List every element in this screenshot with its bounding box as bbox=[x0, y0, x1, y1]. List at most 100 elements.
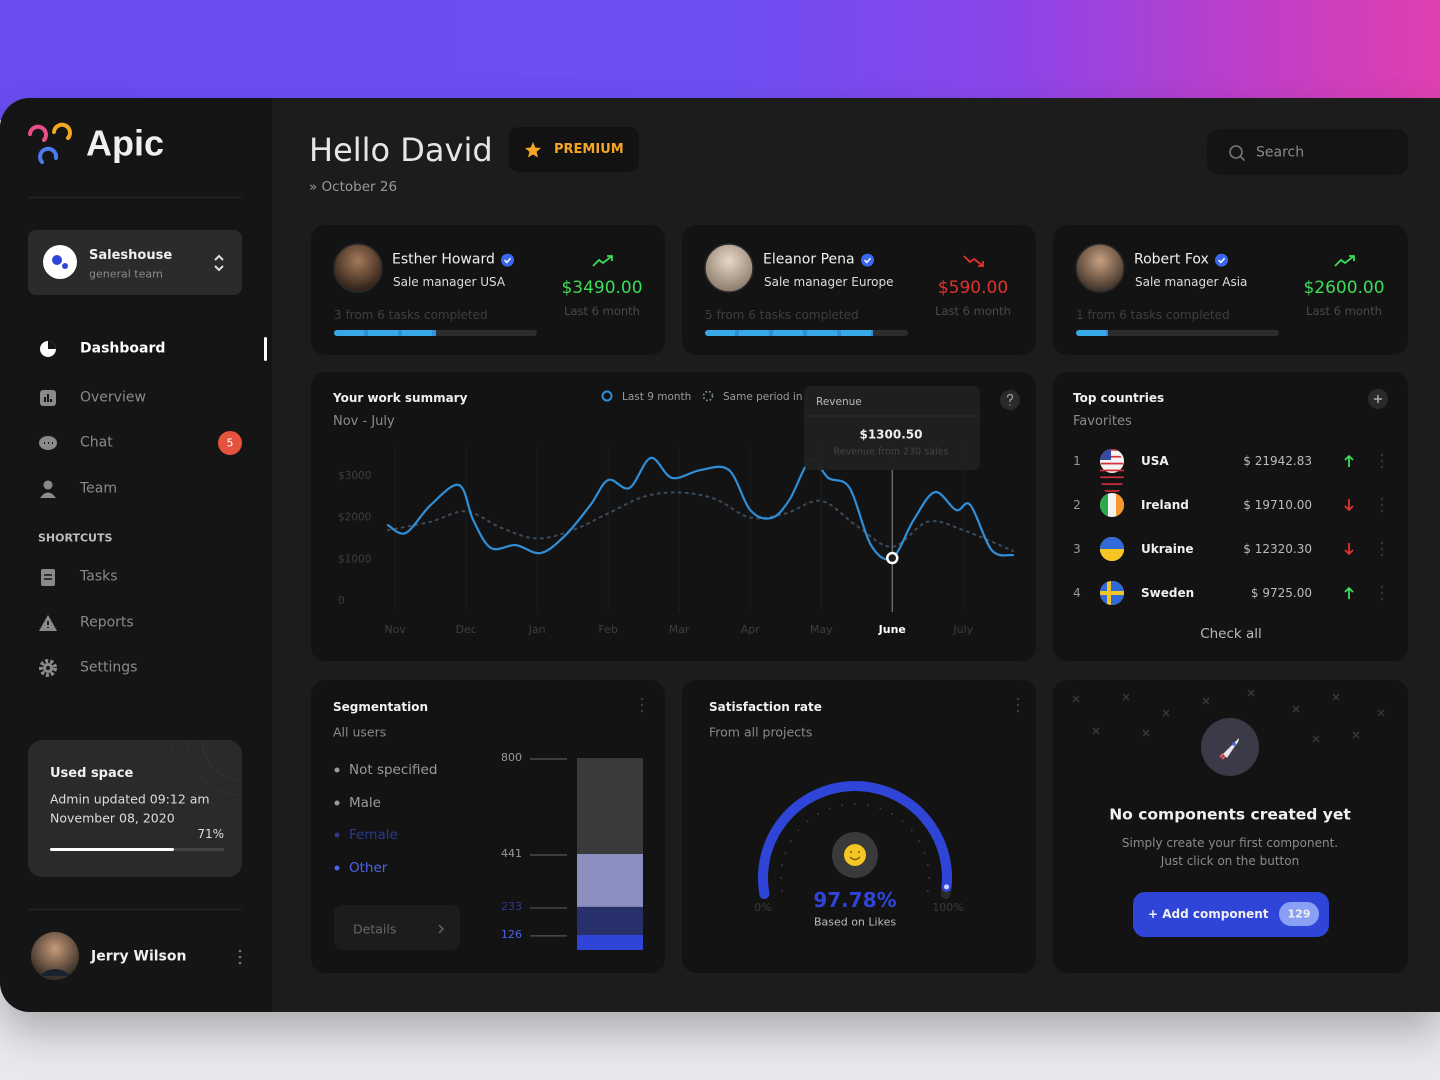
badge-bg bbox=[218, 431, 242, 455]
country-name: USA bbox=[1141, 453, 1169, 468]
chart-title: Your work summary bbox=[333, 390, 468, 405]
nav-label: Dashboard bbox=[80, 340, 166, 357]
nav-item[interactable]: Dashboard bbox=[28, 331, 272, 367]
country-amount: $ 19710.00 bbox=[1243, 497, 1312, 512]
check-all-link[interactable]: Check all bbox=[1200, 625, 1262, 642]
gauge-tick bbox=[781, 864, 784, 867]
search-box[interactable] bbox=[1207, 129, 1408, 175]
flag-stripe bbox=[1100, 469, 1124, 472]
country-rank: 2 bbox=[1073, 497, 1081, 512]
shortcut-label: Reports bbox=[80, 614, 134, 631]
nav-item[interactable]: Chat 5 bbox=[28, 425, 272, 461]
segment bbox=[577, 934, 643, 950]
dot bbox=[1380, 541, 1384, 545]
dot bbox=[1380, 547, 1384, 551]
flag-stripe bbox=[1100, 449, 1124, 451]
used-space-percent: 71% bbox=[197, 826, 224, 841]
dot bbox=[1016, 709, 1020, 713]
manager-name-row: Eleanor Pena bbox=[763, 252, 874, 269]
nav-item[interactable]: Team bbox=[28, 471, 272, 507]
dot bbox=[1380, 503, 1384, 507]
segment-label: Other bbox=[349, 859, 388, 876]
manager-period: Last 6 month bbox=[935, 304, 1011, 319]
team-icon-dot bbox=[52, 255, 62, 265]
shortcut-label: Settings bbox=[80, 659, 138, 676]
date: » October 26 bbox=[309, 178, 398, 195]
segment-value: 441 bbox=[501, 847, 522, 860]
dot bbox=[238, 955, 242, 959]
gauge-tick bbox=[828, 807, 831, 810]
logo-icon bbox=[28, 122, 72, 164]
nav-label: Overview bbox=[80, 389, 146, 406]
trend-arrow bbox=[1344, 454, 1354, 467]
trend-arrow bbox=[1344, 499, 1354, 512]
dot bbox=[334, 865, 340, 871]
shortcut-icon bbox=[39, 615, 57, 631]
y-tick-label: $3000 bbox=[338, 470, 371, 482]
country-amount: $ 9725.00 bbox=[1250, 585, 1312, 600]
emoji-face bbox=[844, 844, 866, 866]
verified-bg bbox=[500, 253, 514, 267]
logo-arc bbox=[38, 146, 59, 164]
x-tick-label: Feb bbox=[598, 623, 617, 636]
country-flag bbox=[1100, 449, 1124, 492]
legend-dot bbox=[334, 832, 340, 838]
dot bbox=[640, 709, 644, 713]
flag-stripe bbox=[1100, 462, 1124, 465]
country-amount: $ 12320.30 bbox=[1243, 541, 1312, 556]
satisfaction-subtitle: From all projects bbox=[709, 724, 813, 740]
help-glyph bbox=[1006, 393, 1014, 406]
y-tick-label: $1000 bbox=[338, 553, 371, 565]
legend-label: Last 9 month bbox=[622, 391, 691, 403]
nav-icon bbox=[40, 480, 56, 498]
shortcut-item[interactable]: Settings bbox=[28, 650, 248, 686]
icon-shape bbox=[40, 492, 56, 498]
legend-marker bbox=[601, 390, 613, 402]
icon-shape bbox=[43, 480, 53, 490]
star-marks bbox=[1072, 689, 1385, 743]
line-chart: Nov Dec Jan Feb Mar Apr May June July 0 $1000 $2000… bbox=[338, 386, 1020, 636]
manager-amount: $2600.00 bbox=[1303, 277, 1385, 298]
series-line bbox=[387, 491, 1014, 552]
shortcut-item[interactable]: Reports bbox=[28, 605, 248, 641]
stacked-bar: 800 441 233 126 bbox=[501, 751, 643, 950]
x-tick-label: Jan bbox=[528, 623, 546, 636]
gauge-tick bbox=[784, 851, 787, 854]
avatar-circle bbox=[1075, 243, 1125, 293]
segment-value: 233 bbox=[501, 900, 522, 913]
dot bbox=[1016, 697, 1020, 701]
details-button[interactable] bbox=[334, 905, 460, 950]
gauge-tick bbox=[926, 864, 929, 867]
gauge-tick bbox=[841, 804, 844, 807]
gauge-tick bbox=[928, 877, 930, 879]
legend-dot bbox=[334, 767, 340, 773]
flag-band bbox=[1100, 537, 1124, 549]
manager-amount: $590.00 bbox=[937, 277, 1009, 298]
icon-shape bbox=[46, 666, 50, 670]
row-menu bbox=[1380, 541, 1384, 557]
shortcut-item[interactable]: Tasks bbox=[28, 559, 248, 595]
gauge-tick bbox=[789, 840, 792, 842]
used-space-title: Used space bbox=[50, 766, 134, 782]
progress-fill bbox=[705, 330, 874, 336]
trend-line bbox=[1334, 255, 1355, 267]
shortcut-icon bbox=[39, 659, 57, 677]
add-country-button[interactable] bbox=[1368, 389, 1388, 409]
dot bbox=[640, 697, 644, 701]
flag-stripe bbox=[1100, 483, 1124, 485]
used-space-text: November 08, 2020 bbox=[50, 810, 175, 826]
flag-canton bbox=[1100, 449, 1111, 460]
progress-track bbox=[705, 330, 908, 336]
nav-label: Chat bbox=[80, 434, 113, 451]
dot bbox=[1380, 591, 1384, 595]
search-icon bbox=[1229, 145, 1246, 162]
segment bbox=[577, 854, 643, 907]
country-rank: 4 bbox=[1073, 585, 1081, 600]
manager-role: Sale manager Asia bbox=[1135, 274, 1248, 289]
nav-item[interactable]: Overview bbox=[28, 380, 272, 416]
tooltip-box bbox=[804, 386, 980, 470]
dot bbox=[334, 800, 340, 806]
more-icon[interactable] bbox=[236, 948, 244, 966]
x-tick-label: Apr bbox=[741, 623, 761, 636]
user-avatar bbox=[31, 932, 79, 980]
